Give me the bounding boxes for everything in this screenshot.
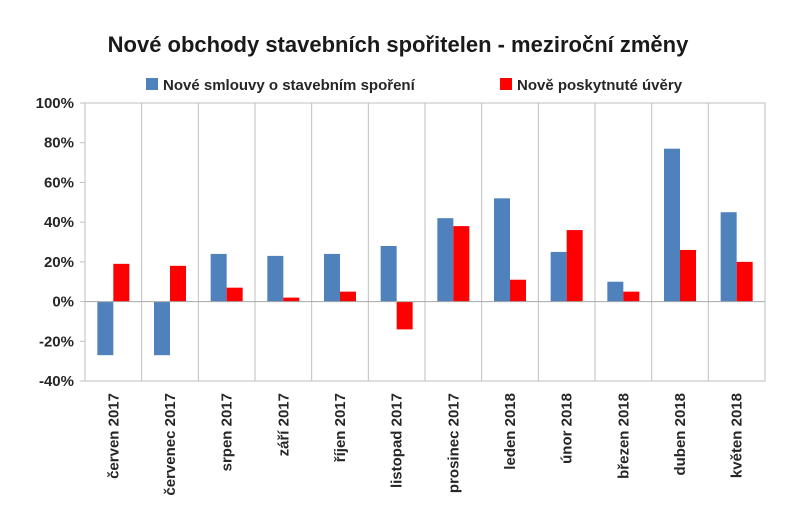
bar-series-2 [113,263,130,302]
x-category-label: červenec 2017 [162,393,179,496]
x-category-label: srpen 2017 [219,393,236,471]
x-category-label: říjen 2017 [332,393,349,462]
bar-series-2 [510,279,526,302]
bar-series-2 [453,226,470,302]
chart-title: Nové obchody stavebních spořitelen - mez… [108,32,689,57]
plot-area: -40% -20% 0% 20% 40% 60% 80% 100% červen 2017 čer… [36,95,766,496]
bar-series-1 [494,198,510,302]
y-tick-label: -40% [39,373,74,390]
bar-series-1 [607,281,624,302]
x-category-label: duben 2018 [672,393,689,476]
legend-label-series-2: Nově poskytnuté úvěry [517,77,683,94]
x-category-label: březen 2018 [615,393,632,479]
legend: Nové smlouvy o stavebním spoření Nově po… [146,77,683,94]
y-tick-label: -20% [39,333,74,350]
x-category-label: únor 2018 [559,393,576,464]
x-category-label: leden 2018 [502,393,519,470]
x-category-label: červen 2017 [105,393,122,479]
bar-series-2 [623,291,640,302]
bar-series-2 [396,301,413,330]
legend-swatch-series-2 [500,78,512,90]
bar-series-1 [267,255,284,302]
bar-series-2 [566,230,583,302]
x-category-label: září 2017 [275,393,292,456]
bar-series-1 [550,251,567,302]
bar-series-1 [720,212,737,302]
x-category-label: prosinec 2017 [445,393,462,493]
bar-series-2 [283,297,300,302]
bar-series-1 [210,253,227,302]
x-category-label: květen 2018 [729,393,746,478]
bar-series-1 [380,245,397,302]
bar-series-1 [437,218,454,302]
x-category-label: listopad 2017 [389,393,406,488]
y-tick-label: 60% [44,174,74,191]
bar-series-2 [226,287,243,302]
bar-series-1 [97,301,114,356]
y-tick-label: 20% [44,254,74,271]
y-tick-label: 40% [44,214,74,231]
legend-label-series-1: Nové smlouvy o stavebním spoření [163,77,416,94]
bar-series-2 [170,265,186,302]
bar-series-2 [340,291,356,302]
y-tick-label: 100% [36,95,74,112]
bar-series-1 [154,301,170,356]
y-tick-label: 80% [44,135,74,152]
bar-series-2 [680,249,696,302]
bar-series-1 [324,253,340,302]
y-tick-label: 0% [52,294,74,311]
bar-series-2 [736,261,753,302]
legend-swatch-series-1 [146,78,158,90]
bar-series-1 [664,148,680,302]
